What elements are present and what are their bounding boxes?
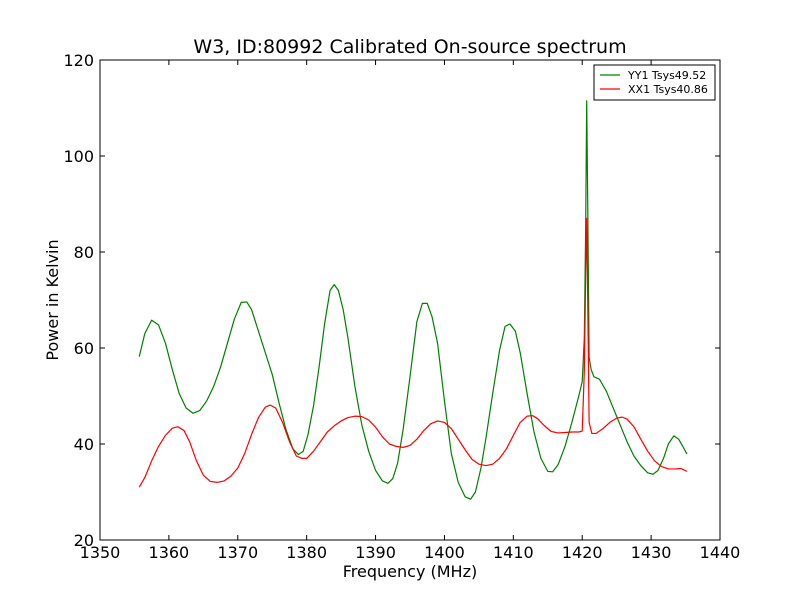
y-tick-label: 120	[63, 51, 94, 70]
x-tick-label: 1420	[562, 543, 603, 562]
chart-title: W3, ID:80992 Calibrated On-source spectr…	[193, 36, 626, 58]
series-line-yy1	[138, 100, 688, 500]
x-tick-label: 1430	[631, 543, 672, 562]
x-tick-label: 1360	[149, 543, 190, 562]
y-tick-label: 100	[63, 147, 94, 166]
x-tick-label: 1370	[217, 543, 258, 562]
y-axis-label: Power in Kelvin	[43, 239, 62, 360]
series-layer	[138, 100, 688, 500]
y-tick-label: 80	[74, 243, 94, 262]
x-tick-label: 1440	[700, 543, 741, 562]
plot-area	[100, 60, 720, 540]
plot-frame	[99, 59, 721, 541]
x-tick-label: 1410	[493, 543, 534, 562]
x-tick-label: 1390	[355, 543, 396, 562]
x-axis-label: Frequency (MHz)	[343, 562, 477, 581]
legend-box	[593, 64, 716, 101]
legend-label: XX1 Tsys40.86	[628, 83, 708, 96]
x-tick-label: 1350	[80, 543, 121, 562]
legend-label: YY1 Tsys49.52	[627, 69, 706, 82]
y-tick-label: 20	[74, 531, 94, 550]
y-tick-label: 40	[74, 435, 94, 454]
series-line-xx1	[138, 217, 688, 488]
x-tick-label: 1400	[424, 543, 465, 562]
axis-ticks: 1350 1360 1370 1380 1390 1400 1410 1420 1430 1440…	[63, 51, 740, 562]
y-tick-label: 60	[74, 339, 94, 358]
x-tick-label: 1380	[286, 543, 327, 562]
